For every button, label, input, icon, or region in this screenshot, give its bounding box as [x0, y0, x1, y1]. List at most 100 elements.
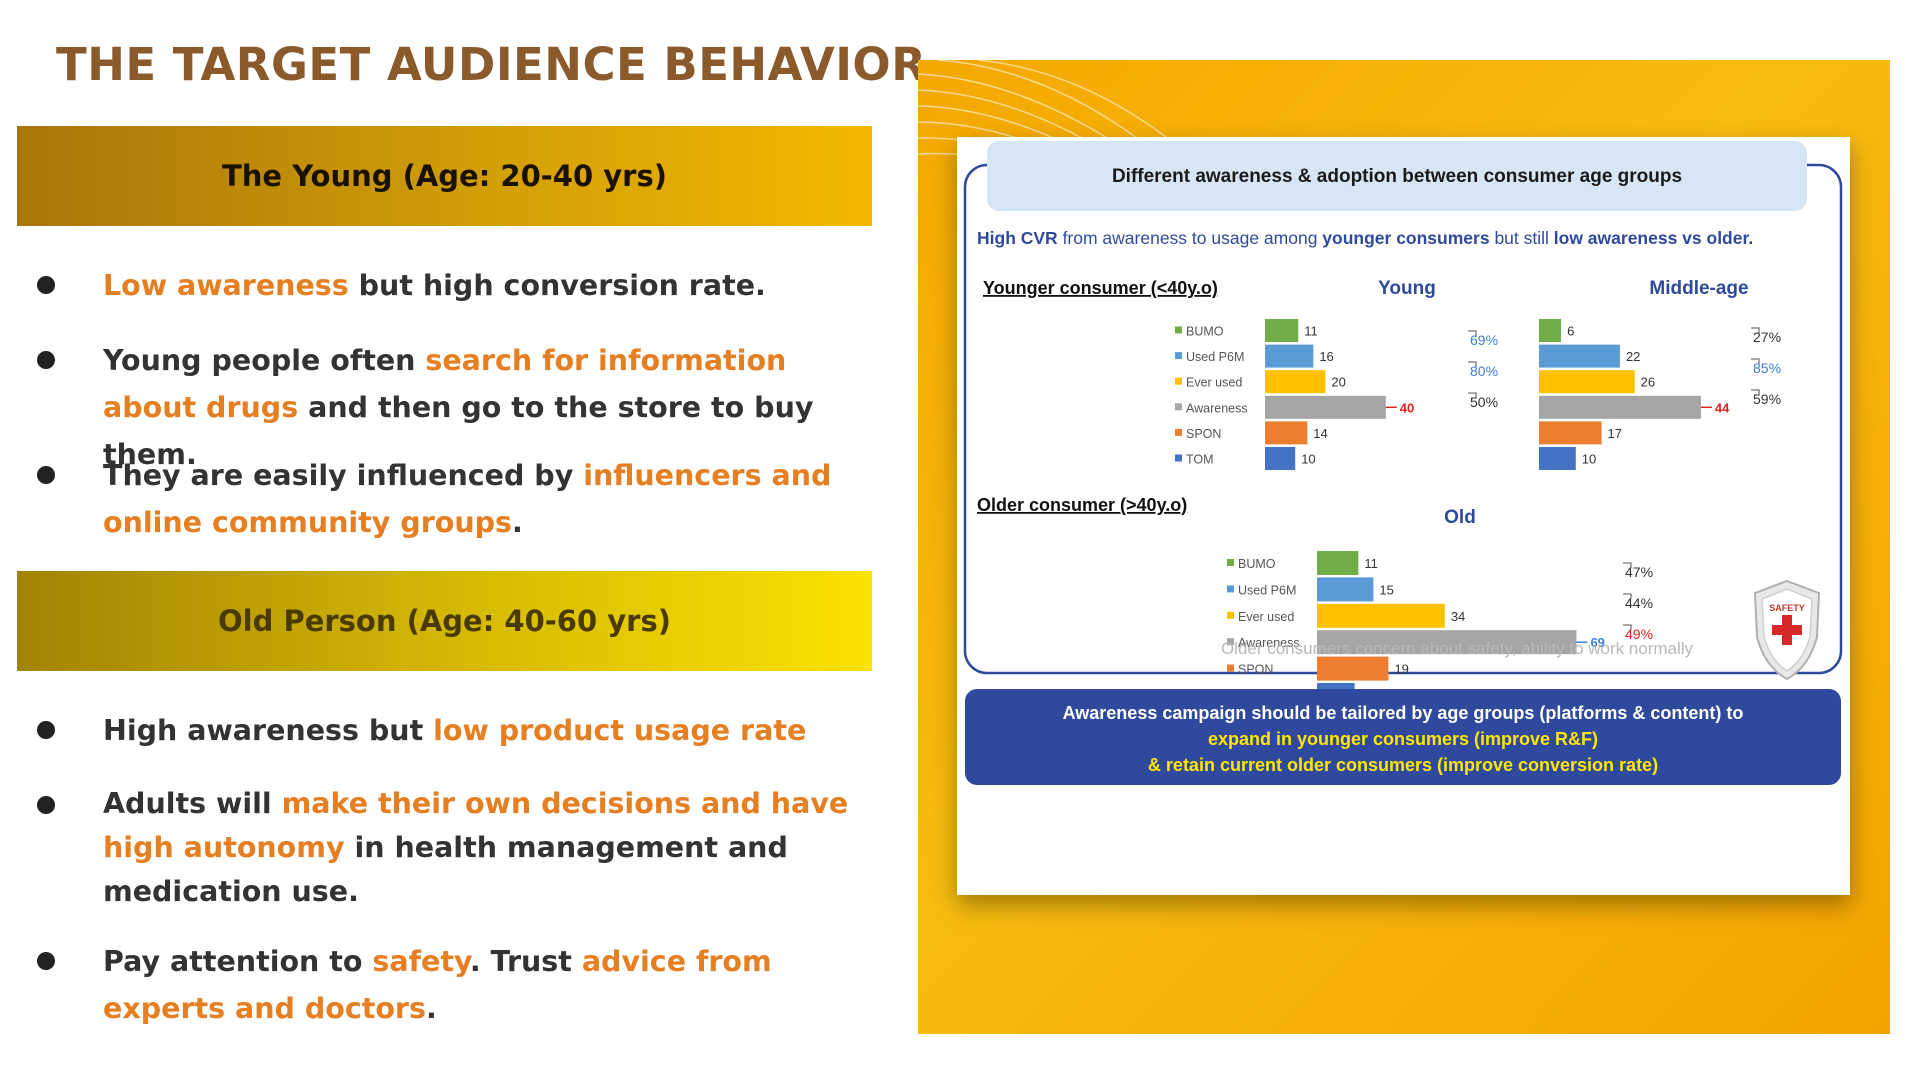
infographic-card: Different awareness & adoption between c…	[957, 137, 1850, 895]
legend-swatch	[1175, 326, 1182, 334]
young-bullet-text: Young people often search for informatio…	[103, 337, 883, 478]
legend-swatch	[1227, 664, 1234, 672]
chart-bar	[1317, 656, 1389, 681]
legend-swatch	[1227, 611, 1234, 619]
legend-swatch	[1227, 585, 1234, 593]
chart-bar	[1265, 421, 1308, 445]
conversion-rate: 69%	[1470, 332, 1498, 348]
old-bullet-text: High awareness but low product usage rat…	[103, 707, 883, 754]
chart-title: Old	[1444, 507, 1476, 528]
legend-swatch	[1175, 377, 1182, 385]
bullet-dot-icon	[37, 952, 55, 970]
bullet-text-part: Adults will	[103, 787, 282, 820]
bar-value-label: 11	[1304, 324, 1318, 339]
bar-value-label: 16	[1319, 349, 1333, 364]
chart-bar	[1317, 603, 1445, 628]
chart-bar	[1265, 319, 1299, 342]
chart-title: Middle-age	[1649, 278, 1748, 299]
category-label: SPON	[1238, 663, 1273, 677]
page-title: THE TARGET AUDIENCE BEHAVIOR	[56, 38, 927, 91]
bar-value-label: 40	[1400, 400, 1414, 415]
chart-bar	[1265, 447, 1296, 470]
highlight-text: low product usage rate	[433, 714, 807, 747]
chart-bar	[1265, 395, 1386, 419]
conversion-arrow-icon	[1623, 624, 1632, 630]
chart-bar	[1265, 370, 1326, 394]
category-label: Awareness	[1186, 401, 1248, 415]
conversion-rate: 44%	[1625, 595, 1653, 611]
bar-value-label: 34	[1451, 609, 1465, 624]
bar-value-label: 15	[1379, 582, 1393, 597]
highlight-text: advice from experts and doctors	[103, 945, 772, 1025]
bar-value-label: 20	[1331, 375, 1345, 390]
conversion-rate: 49%	[1625, 626, 1653, 642]
subtitle-part: from awareness to usage among	[1058, 228, 1323, 248]
category-label: SPON	[1186, 427, 1221, 441]
conversion-rate: 50%	[1470, 394, 1498, 410]
conversion-rate: 80%	[1470, 363, 1498, 379]
category-label: Ever used	[1238, 610, 1294, 624]
chart-bar	[1317, 630, 1577, 655]
legend-swatch	[1175, 454, 1182, 462]
banner-line-1: Awareness campaign should be tailored by…	[1063, 703, 1744, 723]
chart-bar	[1539, 319, 1562, 342]
category-label: BUMO	[1186, 325, 1224, 339]
legend-swatch	[1175, 428, 1182, 436]
chart-title: Young	[1378, 278, 1436, 299]
bar-value-label: 10	[1582, 452, 1596, 467]
legend-swatch	[1227, 559, 1234, 566]
legend-swatch	[1175, 403, 1182, 411]
conversion-rate: 85%	[1753, 360, 1781, 376]
bar-value-label: 17	[1608, 426, 1622, 441]
bullet-text-part: . Trust	[469, 945, 582, 978]
bullet-dot-icon	[37, 466, 55, 484]
conversion-arrow-icon	[1468, 392, 1477, 398]
bullet-dot-icon	[37, 351, 55, 369]
bar-value-label: 10	[1301, 452, 1315, 467]
banner-line-3: & retain current older consumers (improv…	[1148, 755, 1658, 775]
younger-consumer-label: Younger consumer (<40y.o)	[983, 278, 1218, 298]
subtitle-part: High CVR	[977, 228, 1058, 248]
category-label: Used P6M	[1238, 583, 1296, 597]
bar-value-label: 22	[1626, 349, 1640, 364]
bar-value-label: 6	[1567, 324, 1574, 339]
infographic-subtitle: High CVR from awareness to usage among y…	[977, 228, 1753, 248]
conversion-arrow-icon	[1623, 562, 1632, 568]
category-label: Awareness	[1238, 636, 1300, 650]
recommendation-banner	[965, 689, 1841, 785]
bullet-dot-icon	[37, 796, 55, 814]
bullet-text-part: in health management and medication use.	[103, 831, 788, 908]
bullet-dot-icon	[37, 276, 55, 294]
highlight-text: influencers and online community groups	[103, 459, 832, 539]
conversion-arrow-icon	[1623, 593, 1632, 599]
bullet-text-part: Pay attention to	[103, 945, 373, 978]
safety-footnote: Older consumers concern about safety, ab…	[1221, 639, 1694, 658]
infographic-panel: Different awareness & adoption between c…	[918, 60, 1890, 1034]
chart-bar	[1317, 551, 1359, 575]
conversion-rate: 47%	[1625, 564, 1653, 580]
young-bullet-text: They are easily influenced by influencer…	[103, 452, 883, 546]
infographic-title: Different awareness & adoption between c…	[1112, 166, 1682, 187]
bar-value-label: 26	[1641, 375, 1655, 390]
safety-badge-text: SAFETY	[1769, 603, 1805, 613]
bar-value-label: 69	[1590, 635, 1604, 650]
conversion-rate: 59%	[1753, 391, 1781, 407]
chart-bar	[1539, 370, 1635, 394]
highlight-text: search for information about drugs	[103, 344, 787, 424]
bar-value-label: 44	[1715, 400, 1730, 415]
chart-young: Young BUMO 11 Used P6M 16 Ever used 20 Awarenes…	[1175, 278, 1498, 470]
category-label: Used P6M	[1186, 350, 1244, 364]
bullet-dot-icon	[37, 721, 55, 739]
safety-shield-icon: SAFETY	[1753, 579, 1821, 681]
chart-bar	[1265, 344, 1314, 368]
conversion-arrow-icon	[1751, 358, 1760, 364]
subtitle-part: low awareness vs older.	[1554, 228, 1753, 248]
conversion-arrow-icon	[1468, 330, 1477, 336]
infographic-svg: Different awareness & adoption between c…	[963, 141, 1843, 785]
legend-swatch	[1175, 352, 1182, 360]
older-consumer-label: Older consumer (>40y.o)	[977, 495, 1187, 515]
highlight-text: Low awareness	[103, 269, 349, 302]
banner-line-2: expand in younger consumers (improve R&F…	[1208, 729, 1598, 749]
bullet-text-part: .	[425, 992, 437, 1025]
